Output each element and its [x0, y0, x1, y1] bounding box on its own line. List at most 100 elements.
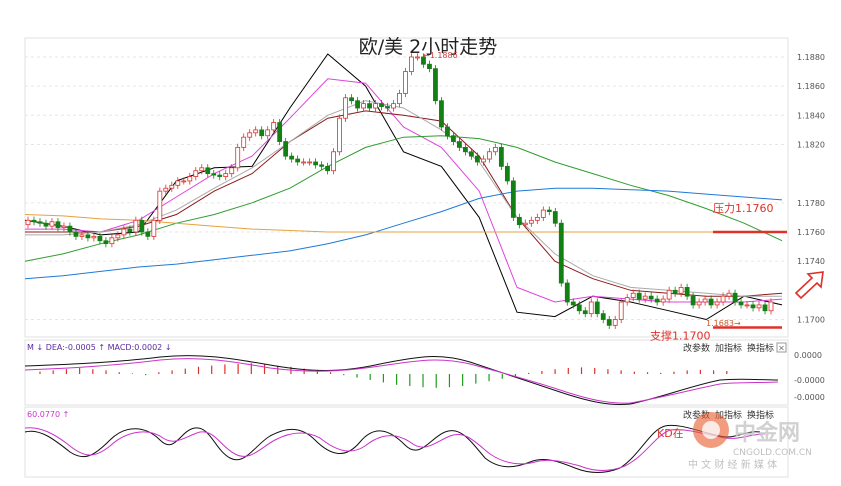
macd-switch-indicator-button[interactable]: 换指标	[747, 342, 774, 354]
candle-body	[211, 173, 217, 176]
candle-body	[678, 287, 684, 294]
candle-body	[445, 126, 450, 137]
forecast-arrow-icon	[794, 271, 824, 300]
price-tick-label: 1.1740	[797, 257, 825, 266]
candle-body	[109, 237, 115, 245]
price-tick-label: 1.1760	[797, 228, 825, 237]
macd-legend: M ↓ DEA:-0.0005 ↑ MACD:0.0002 ↓	[27, 343, 172, 352]
macd-tick-1: -0.0000	[794, 376, 825, 385]
candle-body	[331, 151, 336, 172]
moving-average-line	[24, 135, 783, 262]
candle-body	[151, 219, 157, 237]
candle-body	[684, 287, 690, 297]
candle-body	[469, 151, 474, 157]
candle-body	[594, 301, 600, 315]
candle-body	[666, 289, 672, 300]
kd-note: KD在	[657, 427, 684, 440]
candle-body	[61, 225, 67, 229]
candle-body	[43, 222, 49, 227]
price-tick-label: 1.1840	[797, 111, 825, 120]
candle-body	[115, 234, 121, 239]
macd-dif-line	[24, 355, 779, 405]
candle-body	[385, 106, 390, 109]
candle-body	[630, 292, 636, 299]
macd-close-button[interactable]	[776, 342, 787, 353]
candle-body	[373, 103, 378, 109]
candle-body	[181, 180, 187, 183]
kd-switch-indicator-button[interactable]: 换指标	[747, 409, 774, 421]
chart-title: 欧/美 2小时走势	[359, 36, 498, 58]
candle-body	[295, 158, 301, 163]
candle-body	[534, 216, 540, 221]
candle-body	[474, 155, 480, 163]
moving-average-line	[24, 187, 783, 280]
candle-body	[690, 295, 696, 306]
candle-body	[552, 211, 558, 224]
candle-body	[714, 301, 720, 306]
moving-average-line	[25, 110, 783, 297]
candle-body	[606, 319, 612, 326]
candle-body	[702, 298, 708, 303]
candle-body	[588, 301, 594, 315]
macd-edit-params-button[interactable]: 改参数	[683, 342, 710, 354]
candle-body	[247, 132, 253, 138]
candle-body	[421, 56, 426, 65]
macd-histogram	[39, 363, 728, 388]
candle-body	[516, 216, 522, 226]
candlesticks	[25, 53, 774, 329]
candle-body	[235, 146, 241, 169]
watermark-domain: CNGOLD.COM.CN	[733, 448, 812, 458]
cngold-watermark: 中金网 CNGOLD.COM.CN 中 文 财 经 新 媒 体	[688, 412, 812, 471]
candle-body	[582, 310, 588, 315]
candle-body	[696, 301, 702, 306]
candle-body	[133, 219, 139, 233]
watermark-slogan: 中 文 财 经 新 媒 体	[688, 458, 777, 471]
candle-body	[55, 221, 61, 229]
candle-body	[25, 219, 31, 226]
candle-body	[451, 135, 456, 142]
candle-body	[325, 165, 331, 172]
candle-body	[379, 103, 384, 107]
candle-body	[313, 161, 319, 166]
candle-body	[367, 103, 372, 109]
price-tick-label: 1.1820	[797, 140, 825, 149]
candle-body	[756, 304, 762, 309]
candle-body	[253, 129, 259, 134]
candle-body	[415, 56, 420, 59]
candle-body	[558, 222, 564, 284]
candle-body	[337, 117, 342, 153]
candle-body	[319, 164, 325, 167]
kd-panel-frame	[24, 406, 789, 478]
moving-average-line	[25, 100, 782, 297]
candle-body	[343, 97, 348, 119]
candle-body	[391, 103, 396, 109]
candle-body	[528, 219, 534, 224]
candle-body	[522, 222, 528, 226]
candle-body	[642, 295, 648, 300]
candle-body	[37, 221, 43, 224]
candle-body	[277, 122, 283, 142]
macd-tick-2: -0.0000	[794, 393, 825, 402]
candle-body	[121, 228, 127, 236]
candle-body	[744, 304, 750, 307]
candle-body	[636, 292, 642, 300]
candle-body	[618, 301, 624, 320]
candle-body	[199, 167, 205, 172]
price-tick-label: 1.1880	[797, 53, 825, 62]
candle-body	[660, 298, 666, 303]
candle-body	[145, 231, 151, 237]
candle-body	[175, 180, 181, 186]
moving-average-line	[24, 214, 782, 233]
macd-add-indicator-button[interactable]: 加指标	[715, 342, 742, 354]
candle-body	[403, 71, 408, 94]
candle-body	[67, 225, 73, 233]
candle-body	[708, 298, 714, 306]
candle-body	[139, 219, 145, 233]
support-label: 支撑1.1700	[650, 328, 711, 342]
candle-body	[85, 234, 91, 239]
candle-body	[720, 295, 726, 303]
candle-body	[463, 146, 468, 153]
kd-k-line	[24, 424, 761, 473]
candle-body	[157, 190, 163, 221]
